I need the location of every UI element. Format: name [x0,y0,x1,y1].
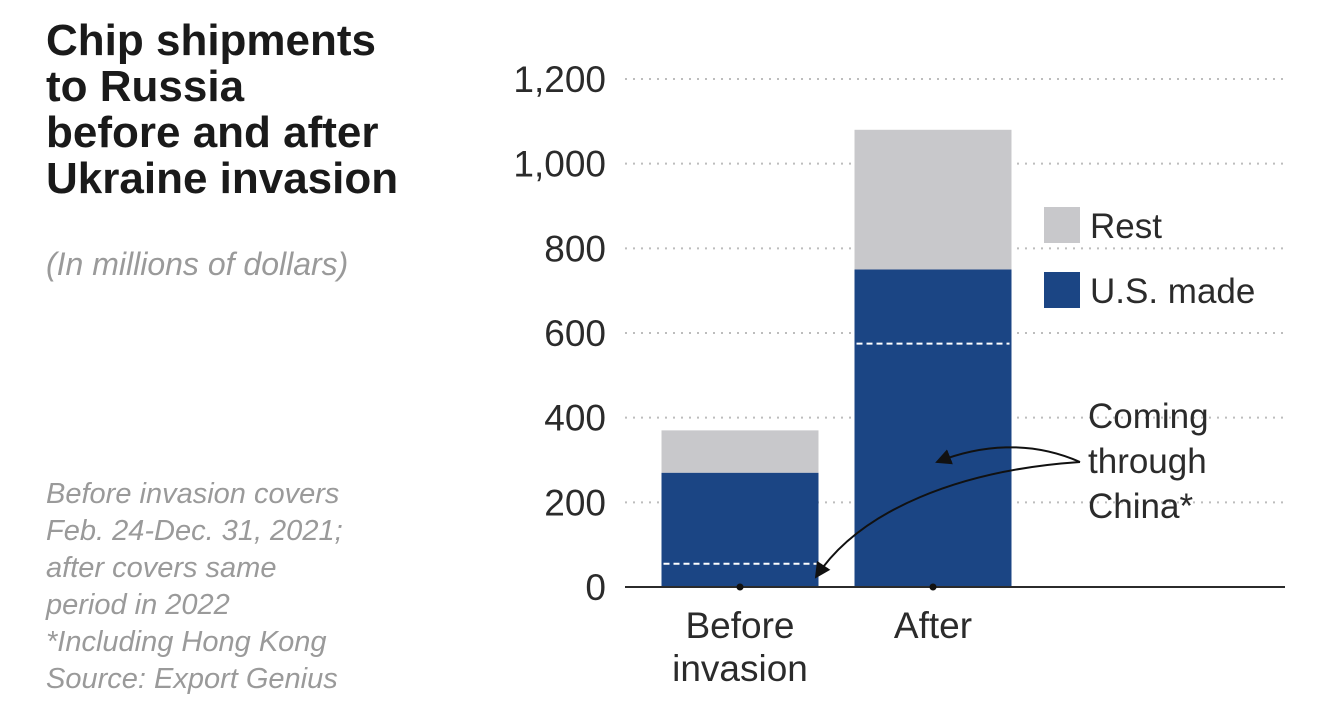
note-line: Before invasion covers [46,478,340,510]
annotation-label: Coming [1088,397,1209,436]
note-line: Feb. 24-Dec. 31, 2021; [46,515,343,547]
annotation-label: through [1088,442,1207,481]
note-line: after covers same [46,552,277,584]
x-tick-mark [929,583,937,591]
chart-notes: Before invasion covers Feb. 24-Dec. 31, … [46,476,343,698]
y-tick-label: 200 [544,482,606,523]
legend-label: U.S. made [1090,272,1255,311]
note-line: *Including Hong Kong [46,626,327,658]
bar-segment [854,269,1012,587]
bar-segment [661,472,819,587]
chart-title-line: to Russia [46,62,245,111]
chart-title-line: Chip shipments [46,16,377,65]
chart-subtitle: (In millions of dollars) [46,246,349,282]
y-tick-label: 0 [585,567,606,608]
legend-label: Rest [1090,207,1162,246]
legend-swatch [1044,272,1080,308]
y-tick-label: 400 [544,398,606,439]
chart-title-line: Ukraine invasion [46,154,399,203]
y-tick-label: 1,200 [513,59,606,100]
annotation-arrow [935,446,1081,465]
bar-segment [854,129,1012,270]
legend-swatch [1044,207,1080,243]
y-tick-label: 600 [544,313,606,354]
bar-segment [661,430,819,473]
y-tick-label: 800 [544,228,606,269]
x-category-label: invasion [672,648,808,689]
x-category-label: Before [685,605,794,646]
x-tick-mark [736,583,744,591]
annotation-label: China* [1088,487,1193,526]
chart-title: Chip shipments to Russia before and afte… [46,18,466,202]
note-line: period in 2022 [46,589,230,621]
chart-title-line: before and after [46,108,379,157]
note-line: Source: Export Genius [46,663,338,695]
y-tick-label: 1,000 [513,144,606,185]
annotation-arrow [814,461,1081,579]
x-category-label: After [894,605,972,646]
